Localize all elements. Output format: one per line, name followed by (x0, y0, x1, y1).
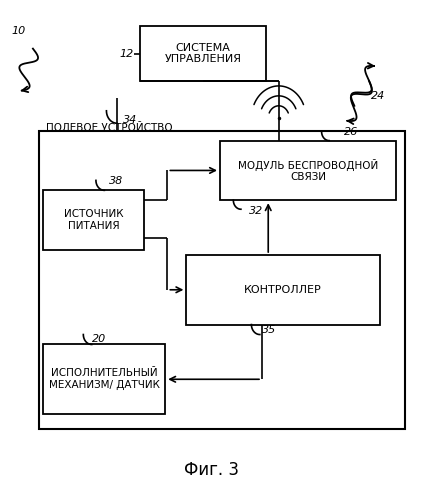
Text: ИСТОЧНИК
ПИТАНИЯ: ИСТОЧНИК ПИТАНИЯ (64, 210, 124, 231)
Text: 35: 35 (262, 324, 276, 334)
Text: МОДУЛЬ БЕСПРОВОДНОЙ
СВЯЗИ: МОДУЛЬ БЕСПРОВОДНОЙ СВЯЗИ (238, 158, 378, 182)
Text: Фиг. 3: Фиг. 3 (184, 460, 239, 478)
Text: ИСПОЛНИТЕЛЬНЫЙ
МЕХАНИЗМ/ ДАТЧИК: ИСПОЛНИТЕЛЬНЫЙ МЕХАНИЗМ/ ДАТЧИК (49, 368, 160, 390)
Text: 10: 10 (12, 26, 26, 36)
Text: 34: 34 (123, 114, 137, 124)
Text: СИСТЕМА
УПРАВЛЕНИЯ: СИСТЕМА УПРАВЛЕНИЯ (165, 43, 242, 64)
Text: КОНТРОЛЛЕР: КОНТРОЛЛЕР (244, 285, 322, 295)
Bar (220, 140, 396, 200)
Bar (140, 26, 266, 81)
Text: 12: 12 (120, 48, 134, 58)
Bar (39, 130, 405, 429)
Text: 20: 20 (92, 334, 106, 344)
Text: ПОЛЕВОЕ УСТРОЙСТВО: ПОЛЕВОЕ УСТРОЙСТВО (46, 123, 172, 133)
Bar (44, 344, 165, 414)
Text: 24: 24 (371, 91, 385, 101)
Text: 38: 38 (109, 176, 123, 186)
Bar (44, 190, 144, 250)
Text: 32: 32 (249, 206, 264, 216)
Text: 26: 26 (344, 126, 358, 136)
Bar (186, 255, 379, 324)
